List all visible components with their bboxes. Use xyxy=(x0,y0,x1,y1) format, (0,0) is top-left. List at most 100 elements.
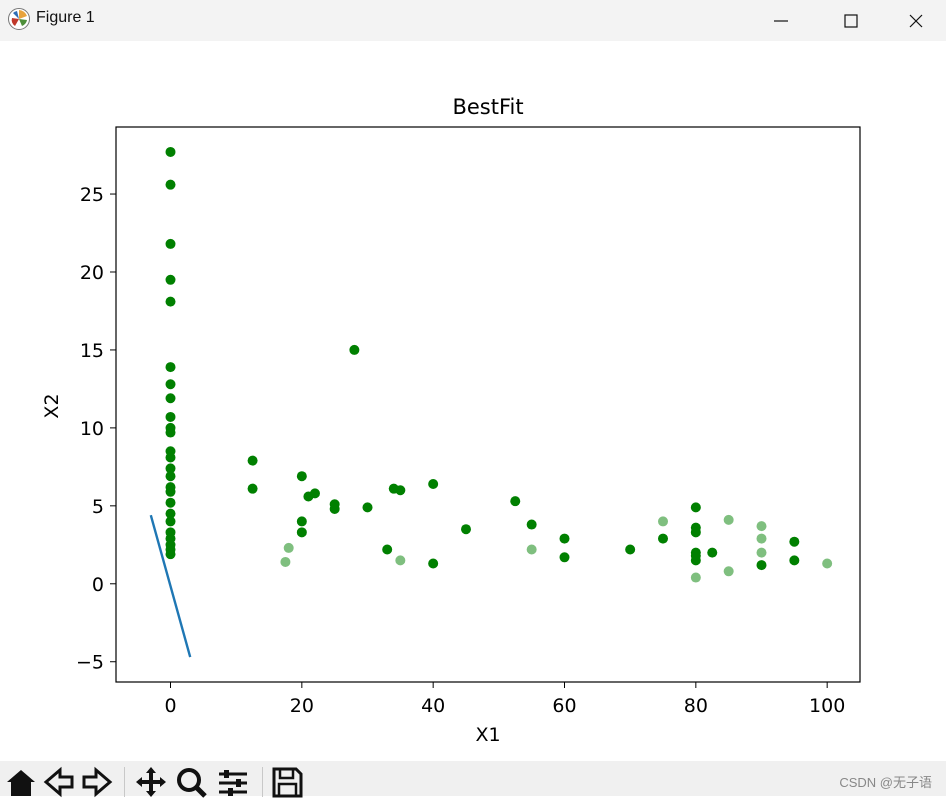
y-tick-label: 20 xyxy=(80,262,104,284)
plot-frame xyxy=(115,126,861,683)
scatter-point xyxy=(165,497,176,508)
scatter-point xyxy=(690,502,701,513)
maximize-icon xyxy=(844,13,858,28)
scatter-point xyxy=(461,524,472,535)
scatter-point xyxy=(165,508,176,519)
x-axis: 0 20 40 60 80 100 xyxy=(164,682,845,717)
scatter-point xyxy=(395,485,406,496)
scatter-point xyxy=(296,516,307,527)
scatter-point xyxy=(165,362,176,373)
scatter-point xyxy=(165,146,176,157)
scatter-faint-series xyxy=(280,514,833,583)
scatter-point xyxy=(756,533,767,544)
scatter-point xyxy=(756,560,767,571)
scatter-point xyxy=(165,463,176,474)
scatter-point xyxy=(165,427,176,438)
scatter-point xyxy=(165,452,176,463)
scatter-point xyxy=(723,514,734,525)
scatter-series xyxy=(165,146,800,571)
navigation-toolbar: CSDN @无子语 xyxy=(0,761,946,799)
y-axis: −5 0 5 10 15 20 25 xyxy=(76,184,116,674)
toolbar-separator xyxy=(124,767,125,797)
x-axis-label: X1 xyxy=(475,724,500,746)
fit-line-group xyxy=(149,514,192,658)
scatter-point xyxy=(165,274,176,285)
y-tick-label: 15 xyxy=(80,340,104,362)
scatter-point xyxy=(395,555,406,566)
scatter-point xyxy=(559,552,570,563)
scatter-point xyxy=(165,516,176,527)
scatter-point xyxy=(165,549,176,560)
scatter-point xyxy=(510,496,521,507)
scatter-point xyxy=(789,555,800,566)
scatter-point xyxy=(283,542,294,553)
figure-canvas: BestFit 0 20 40 60 80 100 −5 0 5 10 15 20 25 X1 X2 xyxy=(41,95,861,746)
y-tick-label: −5 xyxy=(76,652,104,674)
scatter-point xyxy=(822,558,833,569)
window-title: Figure 1 xyxy=(36,9,95,26)
scatter-point xyxy=(658,516,669,527)
scatter-point xyxy=(165,179,176,190)
zoom-icon[interactable] xyxy=(174,765,208,799)
scatter-point xyxy=(165,411,176,422)
scatter-point xyxy=(723,566,734,577)
x-tick-label: 60 xyxy=(552,695,576,717)
minimize-icon xyxy=(774,19,788,22)
plot-area xyxy=(116,127,860,682)
y-tick-label: 10 xyxy=(80,418,104,440)
x-tick-label: 80 xyxy=(684,695,708,717)
scatter-point xyxy=(165,393,176,404)
forward-arrow-icon[interactable] xyxy=(80,765,114,799)
scatter-point xyxy=(296,527,307,538)
scatter-point xyxy=(690,555,701,566)
y-tick-label: 0 xyxy=(92,574,104,596)
fit-line xyxy=(149,514,192,658)
scatter-point xyxy=(349,344,360,355)
scatter-point xyxy=(690,572,701,583)
home-icon[interactable] xyxy=(4,765,38,799)
scatter-point xyxy=(428,558,439,569)
scatter-point xyxy=(165,379,176,390)
scatter-point xyxy=(165,296,176,307)
scatter-point xyxy=(428,479,439,490)
save-icon[interactable] xyxy=(270,765,304,799)
watermark: CSDN @无子语 xyxy=(839,775,932,790)
minimize-button[interactable] xyxy=(746,0,816,41)
scatter-point xyxy=(756,547,767,558)
close-button[interactable] xyxy=(886,0,946,41)
scatter-point xyxy=(309,488,320,499)
x-tick-label: 20 xyxy=(290,695,314,717)
scatter-point xyxy=(526,519,537,530)
scatter-point xyxy=(658,533,669,544)
x-tick-label: 40 xyxy=(421,695,445,717)
configure-subplots-icon[interactable] xyxy=(216,765,250,799)
scatter-point xyxy=(690,527,701,538)
scatter-point xyxy=(707,547,718,558)
scatter-point xyxy=(280,556,291,567)
close-icon xyxy=(909,14,923,27)
scatter-point xyxy=(165,486,176,497)
x-tick-label: 100 xyxy=(809,695,845,717)
scatter-point xyxy=(756,521,767,532)
scatter-point xyxy=(789,536,800,547)
back-arrow-icon[interactable] xyxy=(42,765,76,799)
scatter-point xyxy=(362,502,373,513)
chart-title: BestFit xyxy=(452,95,523,119)
scatter-point xyxy=(526,544,537,555)
y-axis-label: X2 xyxy=(41,393,63,418)
scatter-point xyxy=(165,238,176,249)
scatter-point xyxy=(382,544,393,555)
scatter-point xyxy=(625,544,636,555)
x-tick-label: 0 xyxy=(164,695,176,717)
maximize-button[interactable] xyxy=(816,0,886,41)
toolbar-separator xyxy=(262,767,263,797)
pan-icon[interactable] xyxy=(134,765,168,799)
scatter-point xyxy=(247,455,258,466)
scatter-point xyxy=(247,483,258,494)
y-tick-label: 25 xyxy=(80,184,104,206)
scatter-point xyxy=(559,533,570,544)
scatter-point xyxy=(165,471,176,482)
window-titlebar: Figure 1 xyxy=(0,0,946,41)
scatter-point xyxy=(329,503,340,514)
scatter-point xyxy=(296,471,307,482)
